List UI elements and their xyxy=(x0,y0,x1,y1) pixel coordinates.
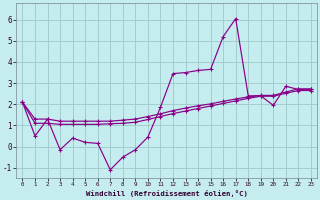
X-axis label: Windchill (Refroidissement éolien,°C): Windchill (Refroidissement éolien,°C) xyxy=(86,190,248,197)
